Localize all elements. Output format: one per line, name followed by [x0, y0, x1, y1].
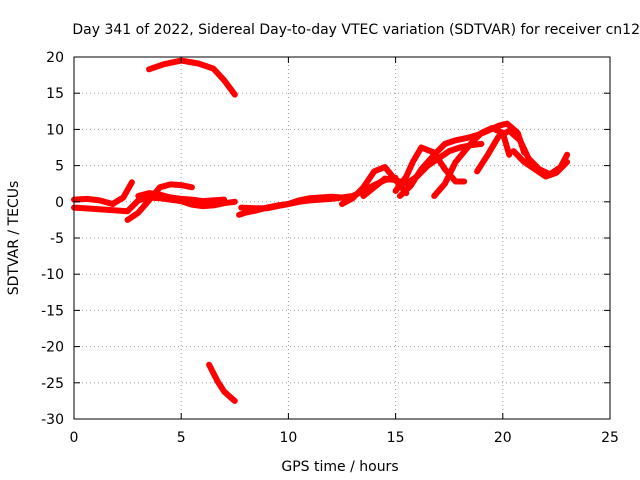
series-line-arc-low: [206, 361, 238, 404]
y-tick-label: 20: [46, 50, 64, 66]
y-tick-label: 5: [55, 159, 64, 175]
x-tick-label: 15: [387, 430, 405, 446]
y-axis-label: SDTVAR / TECUs: [6, 181, 22, 296]
y-tick-label: -15: [41, 303, 64, 319]
series-line-arc-b: [71, 179, 135, 207]
grid-lines: [74, 57, 610, 419]
series-line-arc-d: [135, 190, 228, 205]
data-series: [71, 57, 571, 404]
series-line-arc-i: [392, 144, 468, 194]
y-tick-label: 15: [46, 86, 64, 102]
y-tick-label: -10: [41, 267, 64, 283]
chart-title: Day 341 of 2022, Sidereal Day-to-day VTE…: [72, 22, 640, 38]
x-tick-label: 0: [70, 430, 79, 446]
y-tick-label: 0: [55, 195, 64, 211]
y-tick-label: -5: [50, 231, 64, 247]
series-line-arc-j: [396, 120, 528, 199]
y-tick-label: 10: [46, 122, 64, 138]
series-line-arc-f: [238, 193, 356, 212]
y-tick-label: -25: [41, 376, 64, 392]
x-tick-label: 10: [279, 430, 297, 446]
axis-ticks: 0 5 10 15 20 25 -30 -25 -20 -15 -10 -5 0 5 10 15 20: [41, 50, 619, 446]
y-tick-label: -30: [41, 412, 64, 428]
series-line-arc-high: [146, 57, 238, 98]
series-line-arc-c: [124, 181, 195, 223]
y-tick-label: -20: [41, 340, 64, 356]
series-line-arc-m: [510, 148, 571, 180]
x-axis-label: GPS time / hours: [281, 459, 398, 475]
x-tick-label: 5: [177, 430, 186, 446]
x-tick-label: 20: [494, 430, 512, 446]
x-tick-label: 25: [601, 430, 619, 446]
